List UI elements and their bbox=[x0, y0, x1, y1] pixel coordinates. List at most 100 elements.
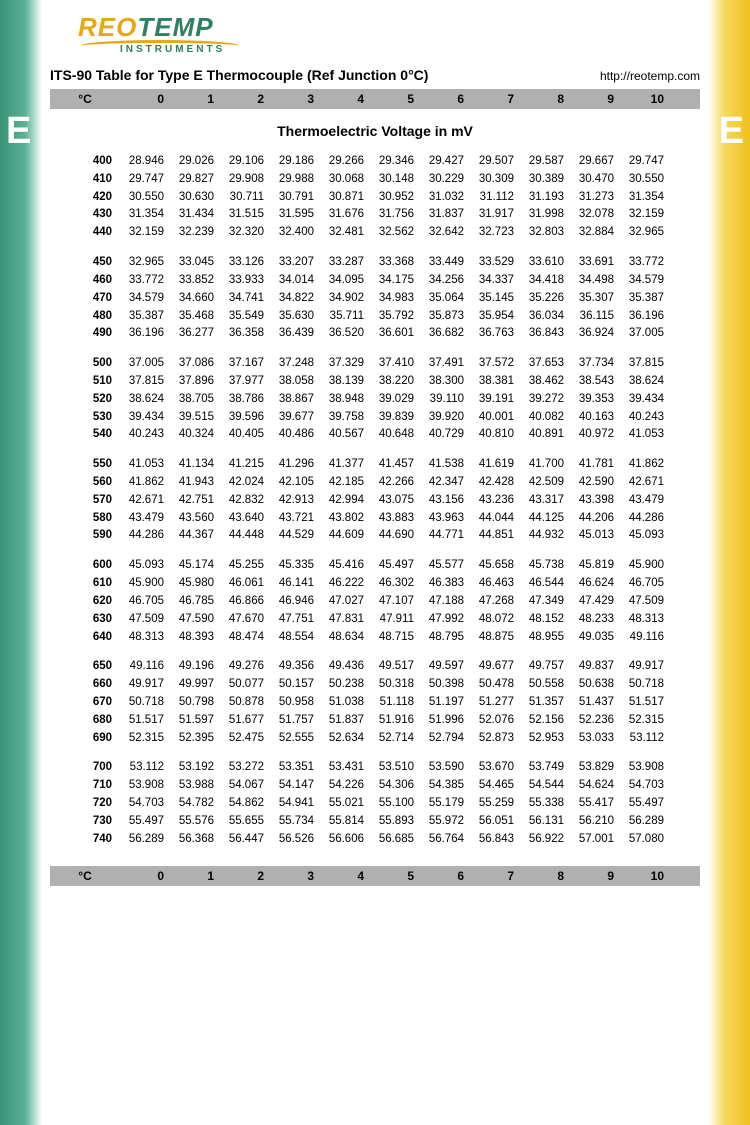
table-cell: 51.916 bbox=[370, 712, 420, 730]
table-row: 66049.91749.99750.07750.15750.23850.3185… bbox=[82, 676, 700, 694]
table-cell: 46.061 bbox=[220, 575, 270, 593]
table-cell: 36.763 bbox=[470, 325, 520, 343]
table-cell: 48.474 bbox=[220, 629, 270, 647]
table-cell: 39.434 bbox=[620, 391, 670, 409]
table-cell: 39.353 bbox=[570, 391, 620, 409]
logo: REOTEMP INSTRUMENTS bbox=[78, 12, 700, 55]
column-footer-bar: °C 012345678910 bbox=[50, 866, 700, 886]
table-cell: 49.035 bbox=[570, 629, 620, 647]
table-cell: 39.758 bbox=[320, 409, 370, 427]
table-cell: 34.498 bbox=[570, 272, 620, 290]
table-cell: 34.579 bbox=[120, 290, 170, 308]
table-cell: 54.782 bbox=[170, 795, 220, 813]
table-cell: 33.287 bbox=[320, 254, 370, 272]
table-cell: 45.013 bbox=[570, 527, 620, 545]
table-cell: 30.550 bbox=[620, 171, 670, 189]
table-cell: 44.529 bbox=[270, 527, 320, 545]
table-cell: 32.965 bbox=[620, 224, 670, 242]
site-url: http://reotemp.com bbox=[600, 69, 700, 83]
table-cell: 49.757 bbox=[520, 658, 570, 676]
table-row: 69052.31552.39552.47552.55552.63452.7145… bbox=[82, 730, 700, 748]
column-header-cell: 9 bbox=[570, 92, 620, 106]
table-cell: 29.026 bbox=[170, 153, 220, 171]
table-cell: 46.705 bbox=[620, 575, 670, 593]
table-cell: 39.434 bbox=[120, 409, 170, 427]
table-cell: 52.076 bbox=[470, 712, 520, 730]
table-cell: 57.001 bbox=[570, 831, 620, 849]
column-header-cell: 10 bbox=[620, 92, 670, 106]
table-cell: 52.714 bbox=[370, 730, 420, 748]
table-cell: 45.255 bbox=[220, 557, 270, 575]
table-cell: 47.670 bbox=[220, 611, 270, 629]
table-cell: 29.747 bbox=[120, 171, 170, 189]
table-cell: 35.387 bbox=[620, 290, 670, 308]
table-cell: 38.948 bbox=[320, 391, 370, 409]
table-row: 46033.77233.85233.93334.01434.09534.1753… bbox=[82, 272, 700, 290]
table-cell: 52.873 bbox=[470, 730, 520, 748]
table-cell: 40.891 bbox=[520, 426, 570, 444]
table-cell: 43.317 bbox=[520, 492, 570, 510]
table-cell: 43.156 bbox=[420, 492, 470, 510]
table-cell: 50.157 bbox=[270, 676, 320, 694]
table-cell: 37.248 bbox=[270, 355, 320, 373]
table-cell: 51.996 bbox=[420, 712, 470, 730]
table-cell: 55.179 bbox=[420, 795, 470, 813]
table-cell: 37.005 bbox=[120, 355, 170, 373]
table-cell: 35.064 bbox=[420, 290, 470, 308]
table-cell: 29.988 bbox=[270, 171, 320, 189]
table-cell: 29.827 bbox=[170, 171, 220, 189]
side-letter-right: E bbox=[719, 110, 744, 153]
column-header-cell: 2 bbox=[220, 869, 270, 883]
table-cell: 45.980 bbox=[170, 575, 220, 593]
table-cell: 46.463 bbox=[470, 575, 520, 593]
table-cell: 31.515 bbox=[220, 206, 270, 224]
logo-prefix: REO bbox=[78, 12, 137, 42]
table-cell: 30.148 bbox=[370, 171, 420, 189]
table-cell: 30.791 bbox=[270, 189, 320, 207]
table-cell: 48.634 bbox=[320, 629, 370, 647]
table-cell: 34.337 bbox=[470, 272, 520, 290]
table-row: 41029.74729.82729.90829.98830.06830.1483… bbox=[82, 171, 700, 189]
table-cell: 45.900 bbox=[120, 575, 170, 593]
table-cell: 51.118 bbox=[370, 694, 420, 712]
header-unit: °C bbox=[50, 92, 120, 106]
table-cell: 47.831 bbox=[320, 611, 370, 629]
column-header-cell: 0 bbox=[120, 92, 170, 106]
table-cell: 56.764 bbox=[420, 831, 470, 849]
row-temp: 660 bbox=[82, 676, 120, 694]
table-cell: 53.112 bbox=[120, 759, 170, 777]
table-cell: 47.992 bbox=[420, 611, 470, 629]
table-cell: 45.819 bbox=[570, 557, 620, 575]
table-row: 49036.19636.27736.35836.43936.52036.6013… bbox=[82, 325, 700, 343]
table-cell: 54.544 bbox=[520, 777, 570, 795]
table-cell: 44.932 bbox=[520, 527, 570, 545]
table-cell: 42.590 bbox=[570, 474, 620, 492]
table-cell: 53.510 bbox=[370, 759, 420, 777]
table-cell: 41.781 bbox=[570, 456, 620, 474]
table-cell: 37.086 bbox=[170, 355, 220, 373]
table-cell: 35.468 bbox=[170, 308, 220, 326]
table-cell: 31.756 bbox=[370, 206, 420, 224]
column-header-cell: 3 bbox=[270, 92, 320, 106]
row-temp: 570 bbox=[82, 492, 120, 510]
table-cell: 35.226 bbox=[520, 290, 570, 308]
table-cell: 37.572 bbox=[470, 355, 520, 373]
row-temp: 600 bbox=[82, 557, 120, 575]
table-cell: 29.507 bbox=[470, 153, 520, 171]
logo-suffix: TEMP bbox=[137, 12, 213, 42]
table-cell: 54.703 bbox=[620, 777, 670, 795]
table-cell: 42.832 bbox=[220, 492, 270, 510]
table-cell: 37.410 bbox=[370, 355, 420, 373]
table-cell: 35.145 bbox=[470, 290, 520, 308]
table-cell: 40.082 bbox=[520, 409, 570, 427]
table-cell: 38.381 bbox=[470, 373, 520, 391]
table-cell: 52.236 bbox=[570, 712, 620, 730]
table-cell: 41.296 bbox=[270, 456, 320, 474]
table-cell: 38.462 bbox=[520, 373, 570, 391]
table-cell: 51.038 bbox=[320, 694, 370, 712]
table-cell: 46.946 bbox=[270, 593, 320, 611]
table-cell: 54.703 bbox=[120, 795, 170, 813]
table-row: 60045.09345.17445.25545.33545.41645.4974… bbox=[82, 557, 700, 575]
table-cell: 55.338 bbox=[520, 795, 570, 813]
row-temp: 580 bbox=[82, 510, 120, 528]
